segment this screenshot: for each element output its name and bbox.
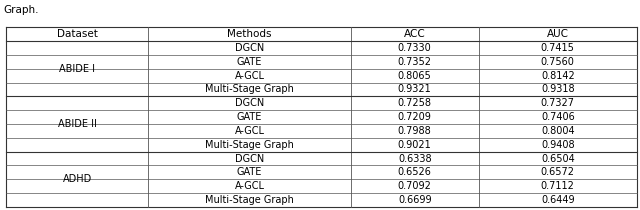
Text: GATE: GATE — [237, 167, 262, 177]
Text: Multi-Stage Graph: Multi-Stage Graph — [205, 84, 294, 94]
Text: 0.7327: 0.7327 — [541, 98, 575, 108]
Text: 0.8065: 0.8065 — [398, 71, 431, 81]
Text: 0.6526: 0.6526 — [398, 167, 431, 177]
Text: A-GCL: A-GCL — [235, 126, 264, 136]
Text: A-GCL: A-GCL — [235, 181, 264, 191]
Text: Multi-Stage Graph: Multi-Stage Graph — [205, 140, 294, 150]
Text: Graph.: Graph. — [3, 5, 38, 15]
Text: 0.8142: 0.8142 — [541, 71, 575, 81]
Text: DGCN: DGCN — [235, 98, 264, 108]
Text: 0.6572: 0.6572 — [541, 167, 575, 177]
Text: 0.7330: 0.7330 — [398, 43, 431, 53]
Text: A-GCL: A-GCL — [235, 71, 264, 81]
Text: DGCN: DGCN — [235, 43, 264, 53]
Text: GATE: GATE — [237, 112, 262, 122]
Text: 0.9408: 0.9408 — [541, 140, 575, 150]
Text: DGCN: DGCN — [235, 154, 264, 164]
Text: AUC: AUC — [547, 29, 569, 39]
Text: 0.6449: 0.6449 — [541, 195, 575, 205]
Text: 0.6699: 0.6699 — [398, 195, 431, 205]
Text: 0.7415: 0.7415 — [541, 43, 575, 53]
Text: 0.7112: 0.7112 — [541, 181, 575, 191]
Text: ABIDE II: ABIDE II — [58, 119, 97, 129]
Text: 0.7406: 0.7406 — [541, 112, 575, 122]
Text: 0.9318: 0.9318 — [541, 84, 575, 94]
Text: ABIDE I: ABIDE I — [60, 64, 95, 74]
Text: Methods: Methods — [227, 29, 272, 39]
Text: Multi-Stage Graph: Multi-Stage Graph — [205, 195, 294, 205]
Text: 0.6504: 0.6504 — [541, 154, 575, 164]
Text: ADHD: ADHD — [63, 174, 92, 184]
Text: 0.9021: 0.9021 — [398, 140, 431, 150]
Text: 0.6338: 0.6338 — [398, 154, 431, 164]
Text: Dataset: Dataset — [57, 29, 98, 39]
Text: 0.7258: 0.7258 — [397, 98, 432, 108]
Text: 0.8004: 0.8004 — [541, 126, 575, 136]
Text: 0.7092: 0.7092 — [398, 181, 431, 191]
Text: 0.7209: 0.7209 — [398, 112, 431, 122]
Text: 0.9321: 0.9321 — [398, 84, 431, 94]
Text: 0.7988: 0.7988 — [398, 126, 431, 136]
Text: 0.7352: 0.7352 — [397, 57, 432, 67]
Text: GATE: GATE — [237, 57, 262, 67]
Text: ACC: ACC — [404, 29, 426, 39]
Text: 0.7560: 0.7560 — [541, 57, 575, 67]
